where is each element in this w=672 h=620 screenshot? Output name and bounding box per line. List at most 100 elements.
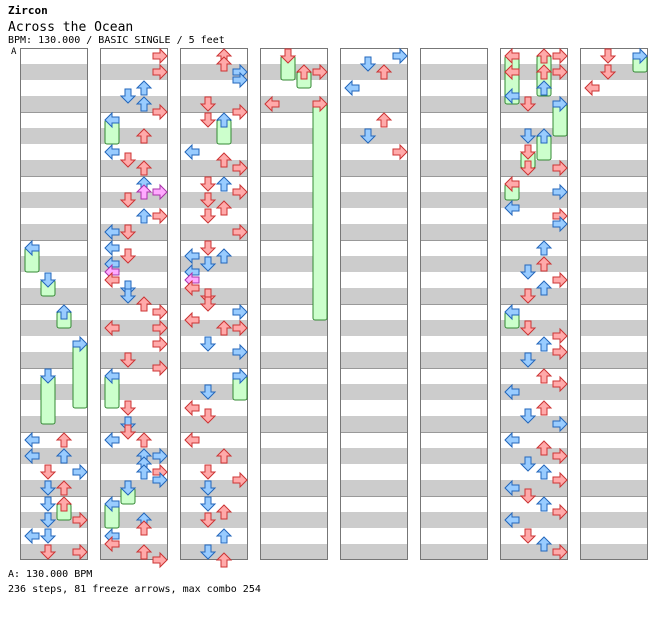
beat-stripe [180, 320, 248, 336]
beat-stripe [420, 352, 488, 368]
beat-stripe [420, 544, 488, 560]
step-arrow-right [232, 159, 248, 177]
beat-stripe [580, 224, 648, 240]
step-arrow-right [152, 47, 168, 65]
beat-stripe [340, 192, 408, 208]
step-arrow-down [599, 48, 617, 64]
step-arrow-right [552, 95, 568, 113]
step-arrow-right [152, 319, 168, 337]
beat-stripe [340, 544, 408, 560]
beat-stripe [180, 128, 248, 144]
step-arrow-down [199, 512, 217, 528]
step-arrow-down [119, 400, 137, 416]
step-arrow-up [215, 448, 233, 464]
beat-stripe [420, 512, 488, 528]
step-arrow-left [104, 239, 120, 257]
step-arrow-down [599, 64, 617, 80]
step-arrow-left [104, 319, 120, 337]
step-arrow-left [104, 271, 120, 289]
step-arrow-down [359, 56, 377, 72]
step-arrow-right [152, 359, 168, 377]
beat-stripe [580, 384, 648, 400]
step-arrow-down [519, 288, 537, 304]
step-arrow-right [312, 63, 328, 81]
step-arrow-up [55, 432, 73, 448]
step-arrow-up [55, 480, 73, 496]
beat-stripe [100, 64, 168, 80]
song-title: Across the Ocean [8, 20, 134, 35]
beat-stripe [580, 160, 648, 176]
step-arrow-up [55, 448, 73, 464]
beat-stripe [100, 320, 168, 336]
step-arrow-left [184, 311, 200, 329]
step-arrow-right [392, 143, 408, 161]
step-arrow-left [184, 279, 200, 297]
beat-stripe [500, 384, 568, 400]
step-arrow-left [184, 399, 200, 417]
step-arrow-down [199, 112, 217, 128]
step-arrow-up [535, 368, 553, 384]
beat-stripe [340, 256, 408, 272]
step-arrow-right [552, 47, 568, 65]
beat-stripe [20, 64, 88, 80]
step-arrow-right [552, 63, 568, 81]
song-artist: Zircon [8, 4, 48, 17]
step-arrow-up [135, 80, 153, 96]
column-border [580, 48, 648, 560]
step-arrow-left [504, 175, 520, 193]
step-arrow-right [232, 343, 248, 361]
step-arrow-up [535, 64, 553, 80]
step-arrow-right [72, 511, 88, 529]
beat-stripe [580, 544, 648, 560]
beat-stripe [260, 288, 328, 304]
column-border [180, 48, 248, 560]
beat-stripe [20, 448, 88, 464]
step-arrow-right [552, 343, 568, 361]
step-arrow-left [184, 143, 200, 161]
beat-stripe [340, 480, 408, 496]
freeze-arrow-right [72, 343, 88, 409]
beat-stripe [420, 384, 488, 400]
step-arrow-up [135, 464, 153, 480]
step-arrow-right [552, 447, 568, 465]
step-arrow-up [215, 504, 233, 520]
step-arrow-up [295, 64, 313, 80]
beat-stripe [580, 96, 648, 112]
beat-stripe [180, 160, 248, 176]
beat-stripe [180, 64, 248, 80]
step-arrow-left [104, 431, 120, 449]
beat-stripe [100, 448, 168, 464]
step-arrow-left [104, 535, 120, 553]
step-arrow-down [119, 248, 137, 264]
step-arrow-down [39, 464, 57, 480]
beat-stripe [500, 544, 568, 560]
step-arrow-right [552, 471, 568, 489]
step-arrow-left [24, 431, 40, 449]
step-arrow-left [184, 247, 200, 265]
beat-stripe [420, 128, 488, 144]
step-arrow-left [504, 47, 520, 65]
step-arrow-right [232, 103, 248, 121]
beat-stripe [340, 224, 408, 240]
step-arrow-up [535, 48, 553, 64]
step-arrow-down [39, 528, 57, 544]
column-border [420, 48, 488, 560]
step-arrow-right [552, 271, 568, 289]
beat-stripe [420, 288, 488, 304]
column-border [20, 48, 88, 560]
step-arrow-up [215, 320, 233, 336]
beat-stripe [20, 320, 88, 336]
step-arrow-right [632, 47, 648, 65]
step-arrow-down [199, 496, 217, 512]
beat-stripe [580, 448, 648, 464]
beat-stripe [180, 416, 248, 432]
step-arrow-up [55, 304, 73, 320]
step-arrow-left [24, 527, 40, 545]
step-arrow-left [504, 431, 520, 449]
beat-stripe [20, 96, 88, 112]
step-arrow-up [215, 528, 233, 544]
step-arrow-down [519, 456, 537, 472]
freeze-arrow-right [312, 103, 328, 321]
step-arrow-down [39, 496, 57, 512]
